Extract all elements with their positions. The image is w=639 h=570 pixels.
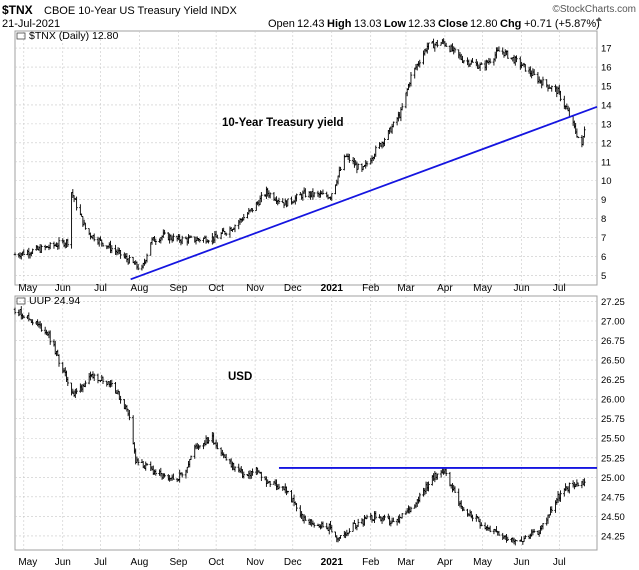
series-legend: UUP 24.94 [16,295,80,307]
series-legend: $TNX (Daily) 12.80 [16,30,118,42]
x-tick-label: Feb [362,557,380,568]
x-tick-label: Jun [514,283,530,294]
x-tick-label: Apr [437,557,453,568]
y-tick-label: 27.25 [601,297,625,308]
plot-area [14,295,598,551]
y-tick-label: 15 [601,81,612,92]
x-tick-label: May [473,557,492,568]
x-tick-label: Oct [208,557,224,568]
chart-date: 21-Jul-2021 [2,18,60,30]
x-tick-label: Aug [131,283,149,294]
y-tick-label: 27.00 [601,317,625,328]
x-tick-label: Jun [514,557,530,568]
legend-label: $TNX (Daily) 12.80 [29,30,118,42]
y-tick-label: 25.00 [601,473,625,484]
y-tick-label: 16 [601,63,612,74]
high-value: 13.03 [354,18,382,30]
y-tick-label: 25.75 [601,414,625,425]
y-tick-label: 24.75 [601,492,625,503]
x-axis: May Jun Jul Aug Sep Oct Nov Dec 2021 Feb Mar Apr May… [18,283,565,568]
chg-label: Chg [500,18,521,30]
x-tick-label: Sep [170,283,188,294]
y-tick-label: 25.25 [601,453,625,464]
x-tick-label: 2021 [321,283,344,294]
series-annotation: USD [228,371,252,383]
open-value: 12.43 [297,18,325,30]
x-tick-label: May [473,283,492,294]
legend-label: UUP 24.94 [29,295,80,307]
x-tick-label: Oct [208,283,224,294]
close-label: Close [438,18,468,30]
price-bars [13,38,586,271]
x-tick-label: Nov [246,283,264,294]
x-tick-label: Sep [170,557,188,568]
uup-panel: 24.25 24.50 24.75 25.00 25.25 25.50 25.75 26.00… [13,295,625,551]
symbol: $TNX [2,3,33,17]
x-tick-label: Jul [94,283,107,294]
y-tick-label: 12 [601,138,612,149]
price-bars [13,306,586,546]
y-tick-label: 24.25 [601,531,625,542]
x-tick-label: Dec [284,557,302,568]
low-label: Low [384,18,406,30]
y-tick-label: 26.00 [601,395,625,406]
y-tick-label: 8 [601,214,606,225]
y-tick-label: 25.50 [601,434,625,445]
low-value: 12.33 [408,18,436,30]
x-tick-label: Dec [284,283,302,294]
x-tick-label: Apr [437,283,453,294]
x-tick-label: Nov [246,557,264,568]
legend-swatch [16,297,26,305]
arrow-up-icon [596,17,602,21]
x-tick-label: Feb [362,283,380,294]
x-tick-label: Mar [397,557,415,568]
chart-header: $TNX CBOE 10-Year US Treasury Yield INDX… [2,3,636,30]
plot-area [14,30,598,286]
symbol-description: CBOE 10-Year US Treasury Yield INDX [44,5,237,17]
y-tick-label: 17 [601,44,612,55]
y-tick-label: 6 [601,252,606,263]
y-tick-label: 26.50 [601,356,625,367]
trendline [130,105,598,281]
close-value: 12.80 [470,18,498,30]
y-tick-label: 13 [601,119,612,130]
x-tick-label: Jun [55,557,71,568]
x-tick-label: Mar [397,283,415,294]
y-tick-label: 26.25 [601,375,625,386]
y-tick-label: 24.50 [601,512,625,523]
y-tick-label: 5 [601,271,606,282]
x-tick-label: Jul [553,283,566,294]
x-tick-label: Jul [553,557,566,568]
y-tick-label: 26.75 [601,336,625,347]
y-tick-label: 10 [601,176,612,187]
open-label: Open [268,18,295,30]
y-tick-label: 9 [601,195,606,206]
x-tick-label: May [18,557,37,568]
chg-value: +0.71 (+5.87%) [524,18,600,30]
y-tick-label: 11 [601,157,611,168]
x-tick-label: Jul [94,557,107,568]
x-tick-label: Jun [55,283,71,294]
legend-swatch [16,32,26,40]
y-tick-label: 7 [601,233,606,244]
x-tick-label: 2021 [321,557,344,568]
watermark: ©StockCharts.com [552,4,636,15]
tnx-panel: 5 6 7 8 9 10 11 12 13 14 15 16 17 $TNX (Daily) 12.80 1… [13,30,612,286]
y-tick-label: 14 [601,100,612,111]
x-tick-label: Aug [131,557,149,568]
x-tick-label: May [18,283,37,294]
high-label: High [327,18,352,30]
series-annotation: 10-Year Treasury yield [222,117,343,129]
